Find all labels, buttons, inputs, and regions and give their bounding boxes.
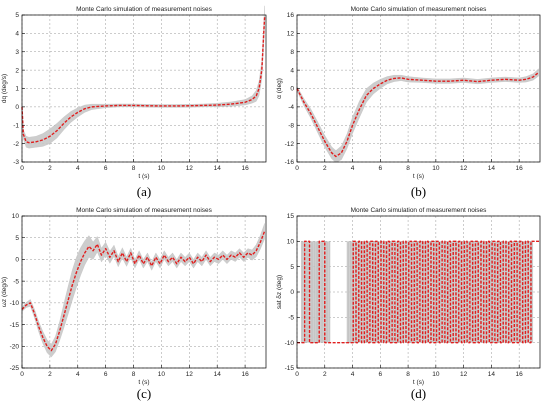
y-axis-label: α (deg) (276, 78, 283, 99)
nominal-trajectory-line (296, 71, 540, 158)
y-tick-label: -1 (13, 122, 19, 129)
panel-caption: (d) (411, 386, 426, 401)
y-tick-label: 5 (290, 264, 294, 271)
panel-caption: (a) (137, 184, 151, 199)
y-tick-label: -20 (10, 343, 20, 350)
chart-panel-3: Monte Carlo simulation of measurement no… (1, 207, 267, 401)
y-tick-label: 0 (15, 257, 19, 264)
y-tick-label: 4 (290, 67, 294, 74)
x-tick-label: 8 (406, 371, 410, 378)
x-tick-label: 10 (432, 165, 440, 172)
y-tick-label: -10 (285, 340, 295, 347)
y-tick-label: -16 (285, 159, 295, 166)
chart-title: Monte Carlo simulation of measurement no… (76, 207, 213, 214)
x-tick-label: 6 (379, 165, 383, 172)
monte-carlo-envelope (301, 241, 331, 343)
y-tick-label: 16 (287, 12, 295, 19)
x-tick-label: 6 (104, 371, 108, 378)
y-tick-label: 2 (15, 67, 19, 74)
axes-frame (21, 215, 267, 369)
y-tick-label: 4 (15, 31, 19, 38)
y-axis-label: ωz (deg/s) (1, 277, 8, 307)
x-tick-label: 0 (20, 371, 24, 378)
x-tick-label: 12 (460, 371, 468, 378)
x-tick-label: 8 (406, 165, 410, 172)
y-tick-label: 15 (287, 213, 295, 220)
x-tick-label: 16 (516, 165, 524, 172)
x-tick-label: 14 (488, 371, 496, 378)
y-tick-label: -5 (288, 315, 294, 322)
y-tick-label: -10 (10, 300, 20, 307)
x-tick-label: 12 (186, 371, 194, 378)
y-tick-label: 8 (290, 49, 294, 56)
x-tick-label: 4 (76, 371, 80, 378)
chart-panel-1: Monte Carlo simulation of measurement no… (1, 5, 267, 199)
chart-title: Monte Carlo simulation of measurement no… (351, 207, 488, 214)
x-tick-label: 2 (48, 371, 52, 378)
x-tick-label: 2 (323, 165, 327, 172)
x-tick-label: 0 (295, 371, 299, 378)
y-tick-label: -3 (13, 159, 19, 166)
y-tick-label: -8 (288, 122, 294, 129)
y-tick-label: 10 (12, 213, 20, 220)
panel-caption: (b) (411, 184, 426, 199)
x-tick-label: 0 (20, 165, 24, 172)
x-tick-label: 16 (516, 371, 524, 378)
x-tick-label: 16 (241, 371, 249, 378)
x-tick-label: 2 (48, 165, 52, 172)
x-axis-label: t (s) (138, 379, 149, 386)
y-axis-label: sat δz (deg) (276, 275, 283, 309)
x-axis-label: t (s) (413, 379, 424, 386)
y-tick-label: 0 (290, 86, 294, 93)
y-tick-label: -4 (288, 104, 294, 111)
y-tick-label: -12 (285, 141, 295, 148)
y-tick-label: 3 (15, 49, 19, 56)
x-axis-label: t (s) (413, 173, 424, 180)
y-tick-label: -15 (10, 322, 20, 329)
chart-title: Monte Carlo simulation of measurement no… (351, 6, 488, 13)
chart-title: Monte Carlo simulation of measurement no… (76, 6, 213, 13)
monte-carlo-envelope (296, 68, 539, 163)
nominal-trajectory-line (297, 240, 540, 344)
x-tick-label: 2 (323, 371, 327, 378)
nominal-trajectory-line (21, 230, 266, 352)
y-tick-label: 10 (287, 239, 295, 246)
x-tick-label: 14 (488, 165, 496, 172)
x-tick-label: 10 (158, 371, 166, 378)
x-tick-label: 12 (186, 165, 194, 172)
panel-caption: (c) (137, 386, 151, 401)
x-tick-label: 14 (214, 371, 222, 378)
x-tick-label: 6 (379, 371, 383, 378)
x-tick-label: 10 (432, 371, 440, 378)
x-tick-label: 16 (241, 165, 249, 172)
plot-area (22, 216, 266, 368)
y-tick-label: 12 (287, 31, 295, 38)
x-tick-label: 4 (76, 165, 80, 172)
y-tick-label: -25 (10, 365, 20, 372)
x-tick-label: 0 (295, 165, 299, 172)
x-tick-label: 8 (132, 165, 136, 172)
chart-panel-4: Monte Carlo simulation of measurement no… (276, 207, 541, 401)
y-tick-label: 1 (15, 86, 19, 93)
y-tick-label: 5 (15, 12, 19, 19)
y-tick-label: 5 (15, 235, 19, 242)
x-axis-label: t (s) (138, 173, 149, 180)
y-tick-label: 0 (290, 289, 294, 296)
x-tick-label: 4 (351, 165, 355, 172)
x-tick-label: 14 (214, 165, 222, 172)
x-tick-label: 12 (460, 165, 468, 172)
x-tick-label: 4 (351, 371, 355, 378)
x-tick-label: 6 (104, 165, 108, 172)
y-tick-label: -2 (13, 141, 19, 148)
y-tick-label: -15 (285, 365, 295, 372)
nominal-trajectory-line (21, 16, 266, 144)
y-tick-label: 0 (15, 104, 19, 111)
x-tick-label: 8 (132, 371, 136, 378)
x-tick-label: 10 (158, 165, 166, 172)
chart-panel-2: Monte Carlo simulation of measurement no… (276, 6, 541, 199)
y-axis-label: dq (deg/s) (1, 74, 8, 103)
y-tick-label: -5 (13, 278, 19, 285)
